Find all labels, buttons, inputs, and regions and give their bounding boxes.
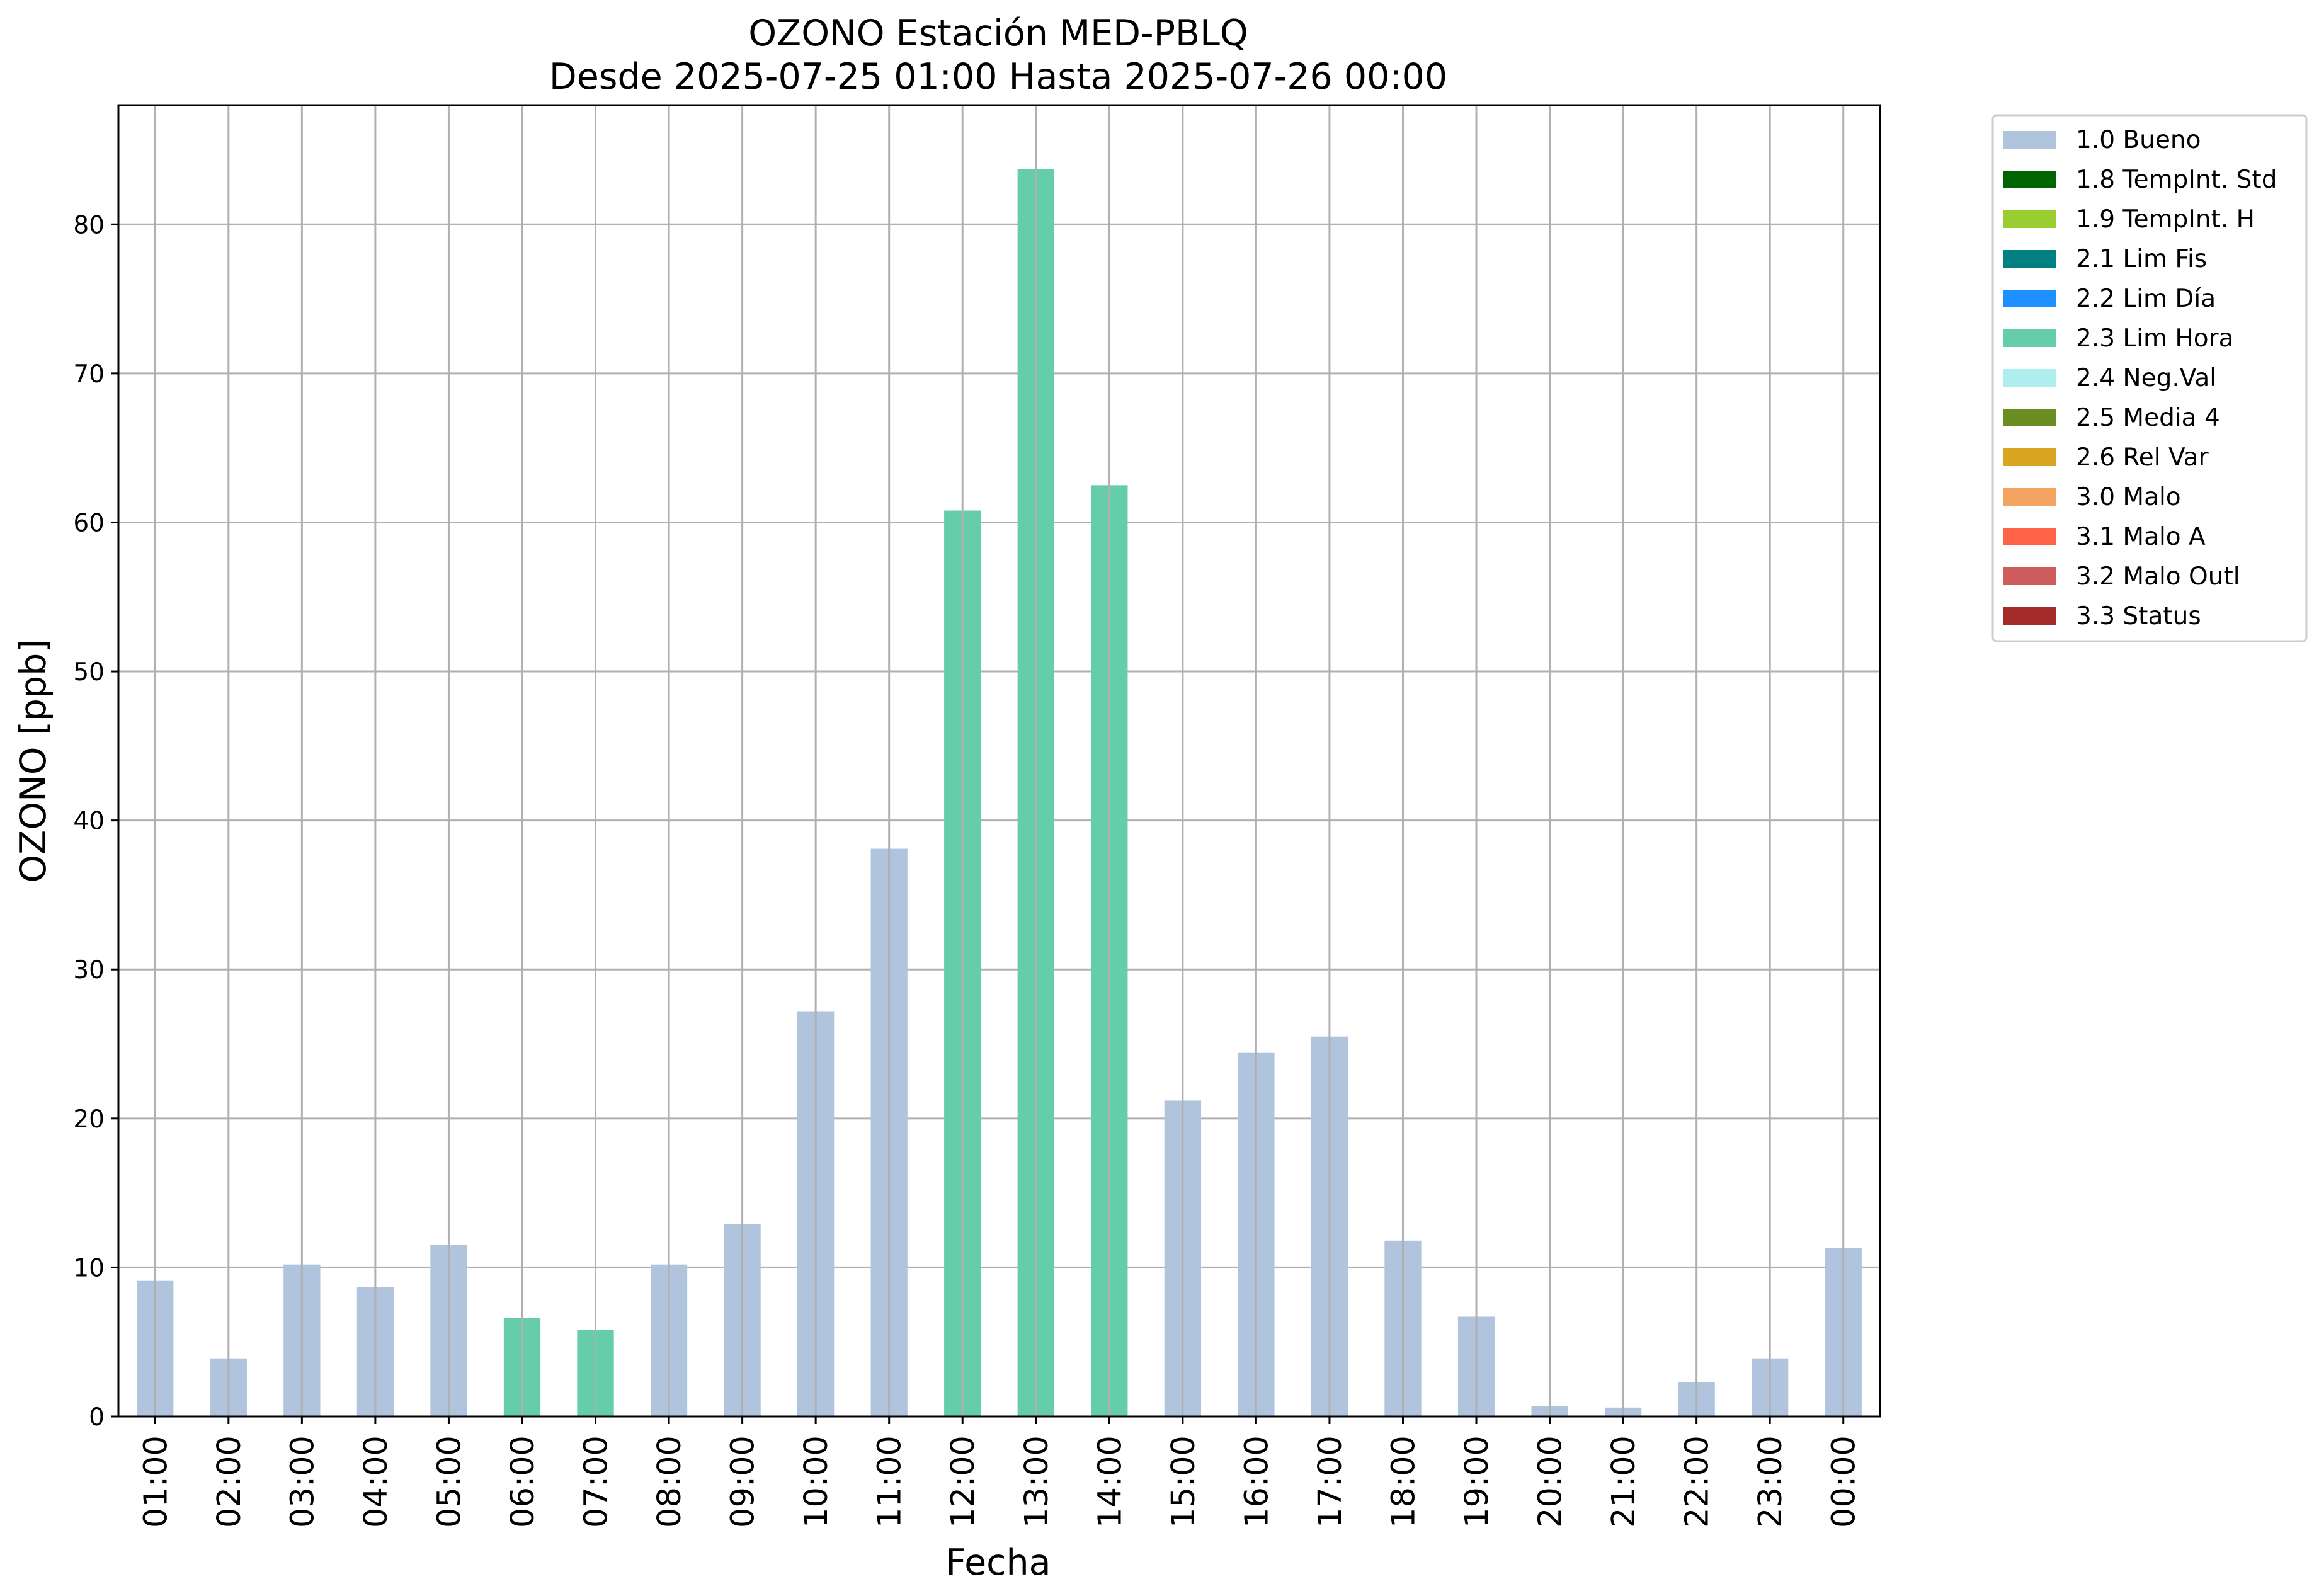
- plot-frame: [117, 104, 1881, 1418]
- legend-box: [1991, 114, 2308, 642]
- y-tick-label: 0: [89, 1403, 105, 1432]
- x-tick-label: 18:00: [1385, 1435, 1422, 1528]
- x-tick-label: 11:00: [872, 1435, 909, 1528]
- y-tick-label: 80: [73, 211, 105, 239]
- legend-item-label: 2.6 Rel Var: [2076, 443, 2209, 472]
- legend-item-label: 2.4 Neg.Val: [2076, 364, 2216, 392]
- legend-swatch: [2003, 210, 2056, 228]
- legend-swatch: [2003, 528, 2056, 545]
- legend-swatch: [2003, 171, 2056, 188]
- chart-subtitle: Desde 2025-07-25 01:00 Hasta 2025-07-26 …: [549, 56, 1447, 98]
- x-tick-label: 22:00: [1679, 1435, 1716, 1528]
- legend-swatch: [2003, 448, 2056, 466]
- legend-swatch: [2003, 607, 2056, 625]
- x-tick-label: 02:00: [211, 1435, 248, 1528]
- legend-item-label: 3.1 Malo A: [2076, 523, 2206, 551]
- x-tick-label: 12:00: [945, 1435, 982, 1528]
- x-tick-label: 16:00: [1238, 1435, 1275, 1528]
- legend-swatch: [2003, 250, 2056, 268]
- x-tick-label: 03:00: [284, 1435, 321, 1528]
- x-tick-label: 04:00: [358, 1435, 395, 1528]
- x-tick-label: 00:00: [1826, 1435, 1863, 1528]
- x-tick-label: 10:00: [798, 1435, 835, 1528]
- x-axis-ticks: 01:00 02:00 03:00 04:00 05:00 06:00 07:00 08:00…: [137, 1416, 1863, 1528]
- legend-swatch: [2003, 329, 2056, 347]
- x-tick-label: 15:00: [1165, 1435, 1202, 1528]
- y-axis-ticks: 0 10 20 30 40 50 60 70 80: [73, 211, 118, 1432]
- legend-item-label: 2.5 Media 4: [2076, 404, 2220, 432]
- x-tick-label: 23:00: [1752, 1435, 1789, 1528]
- x-tick-label: 17:00: [1312, 1435, 1349, 1528]
- x-tick-label: 13:00: [1018, 1435, 1056, 1528]
- legend-swatch: [2003, 567, 2056, 585]
- legend-swatch: [2003, 131, 2056, 149]
- x-tick-label: 05:00: [431, 1435, 468, 1528]
- legend-swatch: [2003, 488, 2056, 506]
- y-tick-label: 50: [73, 658, 105, 687]
- x-tick-label: 06:00: [504, 1435, 542, 1528]
- y-tick-label: 70: [73, 360, 105, 389]
- x-tick-label: 20:00: [1532, 1435, 1570, 1528]
- legend: 1.0 Bueno 1.8 TempInt. Std 1.9 TempInt. H 2…: [1991, 114, 2308, 642]
- y-axis-label: OZONO [ppb]: [13, 639, 54, 882]
- vertical-grid: [154, 105, 1845, 1416]
- legend-item-label: 2.3 Lim Hora: [2076, 324, 2234, 353]
- x-tick-label: 14:00: [1091, 1435, 1129, 1528]
- x-axis-label: Fecha: [945, 1542, 1051, 1583]
- legend-item-label: 1.9 TempInt. H: [2076, 205, 2255, 234]
- y-tick-label: 40: [73, 807, 105, 836]
- y-tick-label: 10: [73, 1254, 105, 1282]
- legend-item-label: 1.8 TempInt. Std: [2076, 166, 2277, 194]
- grid: [118, 223, 1880, 1418]
- legend-swatch: [2003, 290, 2056, 307]
- y-tick-label: 60: [73, 509, 105, 537]
- y-tick-label: 30: [73, 956, 105, 984]
- legend-item-label: 1.0 Bueno: [2076, 126, 2201, 154]
- legend-item-label: 2.2 Lim Día: [2076, 285, 2216, 313]
- chart-title: OZONO Estación MED-PBLQ: [748, 13, 1248, 54]
- legend-item-label: 3.3 Status: [2076, 602, 2201, 630]
- y-tick-label: 20: [73, 1105, 105, 1134]
- x-tick-label: 08:00: [651, 1435, 688, 1528]
- legend-swatch: [2003, 409, 2056, 426]
- x-tick-label: 01:00: [137, 1435, 174, 1528]
- x-tick-label: 07:00: [578, 1435, 615, 1528]
- x-tick-label: 21:00: [1605, 1435, 1643, 1528]
- x-tick-label: 09:00: [725, 1435, 762, 1528]
- legend-swatch: [2003, 369, 2056, 387]
- legend-item-label: 2.1 Lim Fis: [2076, 245, 2207, 273]
- legend-item-label: 3.0 Malo: [2076, 483, 2181, 511]
- x-tick-label: 19:00: [1459, 1435, 1496, 1528]
- legend-item-label: 3.2 Malo Outl: [2076, 562, 2240, 591]
